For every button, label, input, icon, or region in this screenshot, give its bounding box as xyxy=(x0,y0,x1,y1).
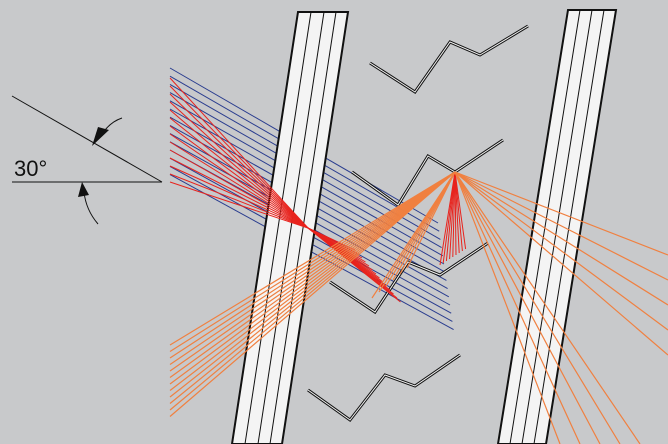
reflected-ray xyxy=(454,171,668,306)
reflected-ray xyxy=(454,171,621,444)
focused-ray xyxy=(449,171,456,260)
reflected-ray xyxy=(406,171,456,269)
angle-annotation xyxy=(11,95,163,225)
converging-ray xyxy=(169,133,309,229)
angle-arrowhead-upper xyxy=(92,127,109,146)
focused-ray xyxy=(452,171,456,258)
converging-ray xyxy=(169,141,309,229)
converging-ray xyxy=(169,157,309,229)
reflected-ray xyxy=(169,171,456,378)
reflected-ray xyxy=(454,171,601,444)
converging-ray xyxy=(169,149,309,229)
converging-ray xyxy=(307,227,401,303)
converging-ray xyxy=(169,85,309,229)
focused-ray xyxy=(454,171,457,256)
reflector-middle xyxy=(351,138,504,208)
reflected-ray xyxy=(169,171,456,346)
reflected-ray xyxy=(169,171,456,398)
reflector-lower xyxy=(329,241,489,315)
angle-label: 30° xyxy=(14,156,47,181)
converging-ray xyxy=(169,165,309,229)
converging-ray xyxy=(169,77,309,229)
reflector-profiles xyxy=(307,24,529,423)
left-window-plate xyxy=(230,11,350,444)
reflected-ray xyxy=(169,171,456,359)
converging-ray xyxy=(169,93,309,229)
focused-ray xyxy=(445,171,456,262)
reflected-ray xyxy=(169,171,456,417)
reflected-ray xyxy=(454,171,668,331)
converging-ray xyxy=(169,181,309,229)
reflected-ray-fan xyxy=(169,171,668,444)
reflected-ray xyxy=(454,171,668,281)
reflected-ray xyxy=(454,171,668,256)
converging-ray xyxy=(169,117,309,229)
focused-ray xyxy=(454,171,467,250)
reflected-ray xyxy=(454,171,581,444)
converging-ray xyxy=(169,125,309,229)
focused-ray xyxy=(454,171,460,254)
reflected-ray xyxy=(454,171,561,444)
reflected-ray xyxy=(169,171,456,404)
converging-ray xyxy=(169,109,309,229)
reflected-ray xyxy=(169,171,456,365)
reflected-ray xyxy=(169,171,456,411)
reference-line-inclined xyxy=(11,95,163,183)
reflected-ray xyxy=(454,171,641,444)
reflected-ray xyxy=(169,171,456,372)
reflected-ray xyxy=(454,171,668,356)
reflected-ray xyxy=(169,171,456,353)
reflected-ray xyxy=(169,171,456,391)
converging-ray xyxy=(169,173,309,229)
reflector-bottom xyxy=(307,353,461,423)
reflector-top xyxy=(369,24,529,95)
angle-arrowhead-lower xyxy=(78,182,89,197)
reflected-ray xyxy=(169,171,456,385)
converging-ray xyxy=(169,101,309,229)
right-window-plate xyxy=(496,9,618,444)
focused-ray xyxy=(454,171,463,252)
